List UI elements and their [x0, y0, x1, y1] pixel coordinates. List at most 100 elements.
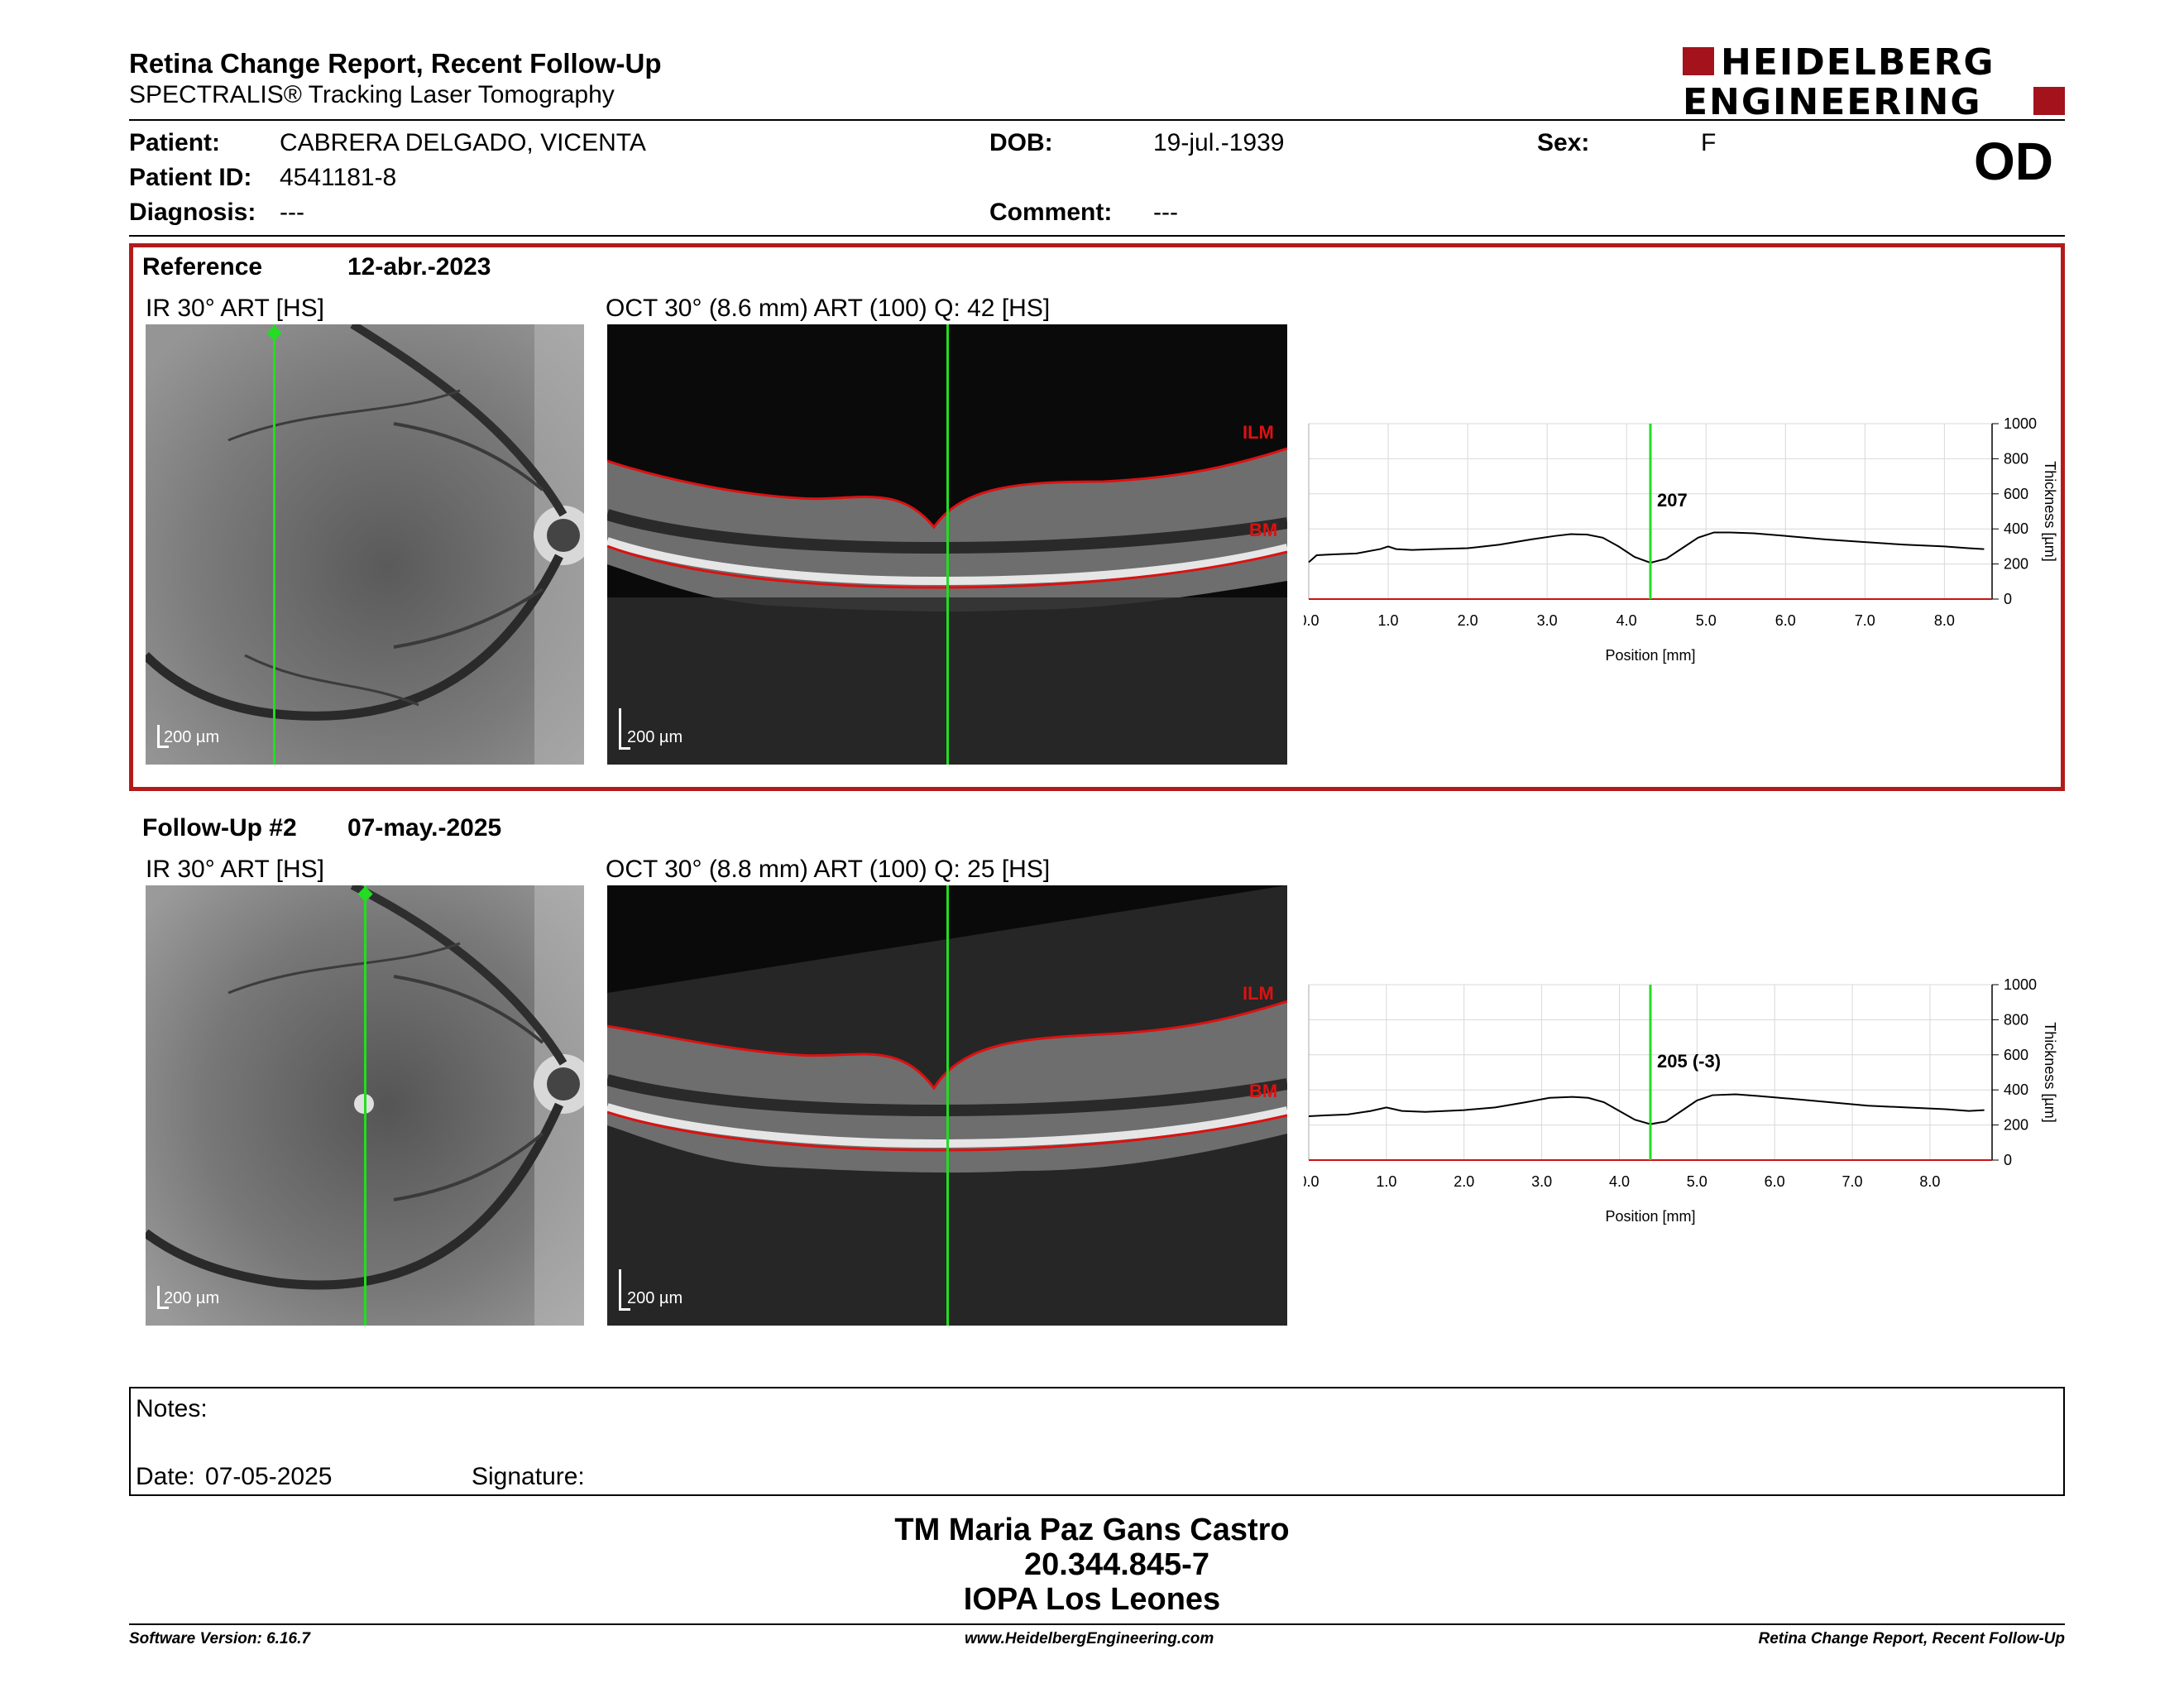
ref-ir-scan-line — [273, 324, 275, 765]
reference-label: Reference — [142, 253, 263, 281]
ilm-layer-label: ILM — [1243, 983, 1274, 1004]
x-tick-label: 6.0 — [1775, 612, 1796, 629]
website-link[interactable]: www.HeidelbergEngineering.com — [965, 1630, 1214, 1647]
thickness-series-line — [1308, 1093, 1985, 1125]
comment-value: --- — [1153, 199, 1178, 226]
y-axis-label: Thickness [µm] — [2042, 1022, 2058, 1122]
y-tick-label: 200 — [2004, 556, 2028, 573]
date-label: Date: — [136, 1463, 195, 1490]
fu-ir-label: IR 30° ART [HS] — [146, 856, 324, 883]
fu-ir-scale-label: 200 µm — [164, 1289, 220, 1307]
y-tick-label: 0 — [2004, 1152, 2012, 1168]
fu-thickness-plot: 0.0 1.0 2.0 3.0 4.0 5.0 6.0 7.0 8.0 0 200 400 600 800… — [1304, 976, 2058, 1225]
y-axis-label: Thickness [µm] — [2042, 461, 2058, 561]
scale-bar-icon — [619, 708, 621, 750]
y-tick-label: 0 — [2004, 591, 2012, 607]
y-tick-label: 1000 — [2004, 976, 2037, 993]
report-title: Retina Change Report, Recent Follow-Up — [129, 48, 662, 79]
scale-bar-icon — [619, 1269, 621, 1311]
scale-bar-icon — [157, 1286, 160, 1309]
y-tick-label: 400 — [2004, 520, 2028, 537]
dob-value: 19-jul.-1939 — [1153, 129, 1285, 156]
fu-oct-label: OCT 30° (8.8 mm) ART (100) Q: 25 [HS] — [606, 856, 1051, 883]
logo-square-icon — [2033, 87, 2065, 115]
diagnosis-label: Diagnosis: — [129, 199, 256, 226]
ref-ir-fundus-image[interactable]: 200 µm — [146, 324, 584, 765]
fu-ir-fundus-image[interactable]: 200 µm — [146, 885, 584, 1326]
ref-oct-cursor-line — [946, 324, 949, 765]
patient-id: 4541181-8 — [280, 164, 397, 191]
date-value: 07-05-2025 — [205, 1463, 333, 1490]
reference-frame — [129, 243, 2065, 791]
eye-indicator: OD — [1974, 132, 2053, 191]
x-tick-label: 2.0 — [1454, 1173, 1474, 1190]
signature-label: Signature: — [472, 1463, 585, 1490]
cursor-value-label: 207 — [1657, 490, 1688, 511]
bm-layer-label: BM — [1249, 520, 1278, 540]
x-tick-label: 0.0 — [1304, 612, 1320, 629]
fu-ir-scan-line — [364, 885, 366, 1326]
scale-bar-icon — [157, 725, 160, 748]
fu-oct-cursor-line — [946, 885, 949, 1326]
x-tick-label: 5.0 — [1696, 612, 1717, 629]
x-tick-label: 4.0 — [1609, 1173, 1630, 1190]
x-axis-label: Position [mm] — [1605, 1208, 1695, 1225]
diagnosis-value: --- — [280, 199, 304, 226]
heidelberg-logo: HEIDELBERG ENGINEERING — [1683, 41, 2065, 123]
patient-name: CABRERA DELGADO, VICENTA — [280, 129, 646, 156]
bm-layer-label: BM — [1249, 1081, 1278, 1101]
y-tick-label: 400 — [2004, 1081, 2028, 1098]
reference-date: 12-abr.-2023 — [347, 253, 491, 281]
dob-label: DOB: — [989, 129, 1053, 156]
x-tick-label: 1.0 — [1376, 1173, 1396, 1190]
x-tick-label: 8.0 — [1919, 1173, 1940, 1190]
scale-bar-icon — [619, 1308, 630, 1311]
header-divider — [129, 119, 2065, 121]
signer-id: 20.344.845-7 — [1024, 1547, 1209, 1582]
y-tick-label: 600 — [2004, 1047, 2028, 1063]
x-axis-label: Position [mm] — [1605, 647, 1695, 664]
x-tick-label: 7.0 — [1842, 1173, 1863, 1190]
x-tick-label: 3.0 — [1537, 612, 1558, 629]
thickness-series-line — [1308, 531, 1985, 564]
logo-square-icon — [1683, 47, 1714, 75]
x-tick-label: 0.0 — [1304, 1173, 1320, 1190]
logo-word-2: ENGINEERING — [1683, 81, 1982, 123]
x-tick-label: 7.0 — [1855, 612, 1875, 629]
scale-bar-icon — [619, 747, 630, 750]
y-tick-label: 800 — [2004, 1011, 2028, 1028]
logo-word-1: HEIDELBERG — [1721, 41, 1995, 84]
footer-divider — [129, 1623, 2065, 1625]
x-tick-label: 4.0 — [1616, 612, 1637, 629]
info-divider — [129, 235, 2065, 237]
footer-report-name: Retina Change Report, Recent Follow-Up — [1758, 1630, 2065, 1647]
y-tick-label: 200 — [2004, 1117, 2028, 1134]
x-tick-label: 5.0 — [1687, 1173, 1707, 1190]
ref-oct-bscan-image[interactable]: ILM BM 200 µm — [607, 324, 1287, 765]
ref-ir-label: IR 30° ART [HS] — [146, 295, 324, 322]
signer-institution: IOPA Los Leones — [963, 1582, 1221, 1617]
followup-label: Follow-Up #2 — [142, 814, 297, 842]
sex-label: Sex: — [1537, 129, 1590, 156]
report-subtitle: SPECTRALIS® Tracking Laser Tomography — [129, 81, 615, 108]
y-tick-label: 600 — [2004, 486, 2028, 502]
ref-thickness-plot: 0.0 1.0 2.0 3.0 4.0 5.0 6.0 7.0 8.0 0 200 400 600 800… — [1304, 415, 2058, 664]
notes-label: Notes: — [136, 1395, 208, 1422]
x-tick-label: 8.0 — [1934, 612, 1955, 629]
software-version: Software Version: 6.16.7 — [129, 1630, 310, 1647]
ref-ir-scale-label: 200 µm — [164, 728, 220, 746]
scale-bar-icon — [157, 746, 169, 748]
ref-oct-scale-label: 200 µm — [627, 728, 683, 746]
ilm-layer-label: ILM — [1243, 422, 1274, 443]
y-tick-label: 800 — [2004, 450, 2028, 467]
x-tick-label: 3.0 — [1531, 1173, 1552, 1190]
ref-oct-label: OCT 30° (8.6 mm) ART (100) Q: 42 [HS] — [606, 295, 1051, 322]
comment-label: Comment: — [989, 199, 1113, 226]
followup-date: 07-may.-2025 — [347, 814, 502, 842]
x-tick-label: 6.0 — [1765, 1173, 1785, 1190]
y-tick-label: 1000 — [2004, 415, 2037, 432]
notes-box[interactable] — [129, 1387, 2065, 1496]
fu-oct-bscan-image[interactable]: ILM BM 200 µm — [607, 885, 1287, 1326]
patient-label: Patient: — [129, 129, 221, 156]
signer-name: TM Maria Paz Gans Castro — [894, 1513, 1290, 1547]
